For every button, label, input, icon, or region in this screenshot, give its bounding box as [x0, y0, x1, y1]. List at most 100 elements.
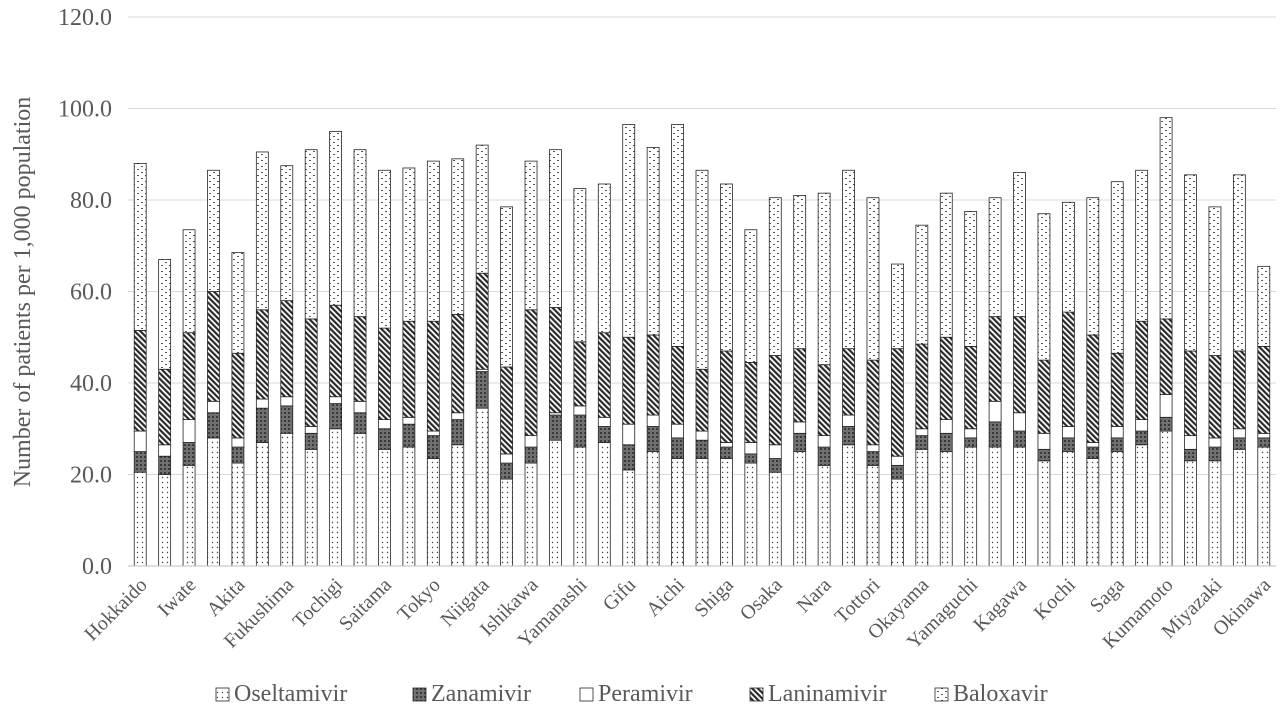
bar-segment-peramivir: [744, 442, 758, 455]
x-tick-label: Kagawa: [969, 574, 1031, 636]
bar-stack-miyazaki: [1208, 206, 1222, 567]
bar-stack-okinawa: [1257, 265, 1271, 567]
bar-segment-baloxavir: [207, 169, 220, 292]
bar-segment-peramivir: [158, 444, 172, 457]
bar-segment-peramivir: [353, 400, 367, 414]
bar-segment-laninamivir: [1159, 318, 1173, 395]
bar-segment-zanamivir: [1257, 437, 1271, 448]
bar-segment-oseltamivir: [597, 442, 611, 567]
bar-segment-zanamivir: [207, 412, 220, 439]
bar-segment-peramivir: [1257, 432, 1271, 439]
bar-segment-baloxavir: [1037, 213, 1051, 361]
legend-label-peramivir: Peramivir: [598, 681, 693, 707]
bar-stack-shimane: [891, 263, 904, 567]
bar-segment-baloxavir: [353, 149, 367, 318]
bar-segment-peramivir: [182, 419, 196, 443]
bar-segment-zanamivir: [720, 446, 733, 459]
bar-stack-hiroshima: [939, 192, 953, 567]
bar-segment-laninamivir: [426, 320, 440, 432]
bar-segment-peramivir: [1061, 426, 1075, 439]
bar-segment-peramivir: [231, 437, 245, 448]
bar-segment-oseltamivir: [1110, 451, 1124, 567]
x-tick-label: Iwate: [154, 574, 201, 621]
bar-segment-laninamivir: [549, 307, 562, 414]
bar-segment-peramivir: [720, 442, 733, 448]
bar-segment-baloxavir: [182, 229, 196, 334]
bar-segment-baloxavir: [671, 124, 684, 347]
bar-segment-baloxavir: [988, 197, 1002, 318]
bar-segment-oseltamivir: [402, 446, 416, 567]
bar-segment-baloxavir: [793, 195, 807, 350]
bar-segment-zanamivir: [1013, 430, 1026, 448]
bar-segment-zanamivir: [793, 432, 807, 453]
bar-segment-oseltamivir: [1061, 451, 1075, 567]
bar-segment-laninamivir: [524, 309, 538, 437]
y-tick-label: 0.0: [82, 554, 112, 580]
bar-segment-oseltamivir: [1135, 444, 1149, 567]
bar-segment-peramivir: [402, 416, 416, 425]
bar-stack-yamagata: [255, 151, 269, 567]
bar-segment-baloxavir: [329, 130, 343, 306]
bar-segment-laninamivir: [915, 343, 929, 430]
bar-segment-laninamivir: [597, 332, 611, 418]
bar-stack-tottori: [866, 197, 880, 567]
bar-stack-kanagawa: [451, 158, 465, 567]
bar-segment-peramivir: [695, 430, 709, 441]
bar-segment-baloxavir: [646, 146, 660, 336]
bar-segment-laninamivir: [744, 362, 758, 443]
x-tick-label: Saga: [1086, 574, 1129, 617]
bar-segment-oseltamivir: [1208, 460, 1222, 567]
bar-segment-zanamivir: [255, 407, 269, 443]
bar-segment-peramivir: [451, 412, 465, 420]
bar-stack-tokyo: [426, 160, 440, 567]
x-axis: Hokkaido Iwate AkitaFukushimaTochigiSaitam…: [80, 565, 1276, 653]
bar-segment-baloxavir: [939, 192, 953, 338]
bar-segment-laninamivir: [329, 304, 343, 398]
bar-segment-peramivir: [500, 453, 513, 464]
bar-segment-peramivir: [573, 405, 587, 416]
bar-stack-fukushima: [280, 165, 294, 567]
bar-stack-nagano: [597, 183, 611, 567]
bar-segment-oseltamivir: [1257, 446, 1271, 567]
bar-segment-baloxavir: [1257, 265, 1271, 347]
bar-segment-laninamivir: [768, 355, 782, 446]
bar-segment-peramivir: [891, 455, 904, 466]
bar-segment-oseltamivir: [891, 478, 904, 567]
legend-label-zanamivir: Zanamivir: [431, 681, 531, 707]
legend-swatch-baloxavir: [934, 687, 949, 702]
bar-segment-oseltamivir: [353, 432, 367, 567]
bar-segment-baloxavir: [158, 259, 172, 370]
bar-segment-baloxavir: [378, 169, 391, 329]
bar-segment-oseltamivir: [793, 451, 807, 567]
bar-segment-laninamivir: [255, 309, 269, 400]
bar-segment-baloxavir: [255, 151, 269, 311]
x-tick-label: Osaka: [736, 574, 787, 625]
bar-segment-laninamivir: [475, 272, 489, 370]
bar-segment-oseltamivir: [1086, 458, 1100, 567]
bar-stack-tochigi: [329, 130, 343, 567]
bar-stack-iwate: [182, 229, 196, 567]
bar-segment-zanamivir: [842, 426, 855, 446]
bar-segment-zanamivir: [1086, 446, 1100, 459]
bar-segment-laninamivir: [1037, 359, 1051, 434]
bar-segment-oseltamivir: [475, 407, 489, 567]
bar-segment-oseltamivir: [866, 464, 880, 567]
bar-stack-kumamoto: [1159, 117, 1173, 567]
bar-segment-oseltamivir: [255, 442, 269, 567]
bar-segment-zanamivir: [597, 426, 611, 443]
y-tick-label: 60.0: [70, 280, 112, 306]
bar-segment-zanamivir: [231, 446, 245, 464]
bar-segment-laninamivir: [842, 348, 855, 416]
bar-segment-oseltamivir: [231, 462, 245, 567]
bar-segment-laninamivir: [280, 300, 294, 398]
bar-stack-tokushima: [988, 197, 1002, 567]
x-tick-label: Nara: [793, 574, 836, 617]
bar-segment-laninamivir: [1208, 355, 1222, 439]
bar-segment-oseltamivir: [988, 446, 1002, 567]
bar-segment-peramivir: [793, 421, 807, 434]
bar-segment-zanamivir: [915, 435, 929, 450]
bar-segment-laninamivir: [1110, 352, 1124, 427]
bar-segment-oseltamivir: [378, 448, 391, 567]
bar-segment-baloxavir: [1208, 206, 1222, 356]
bar-segment-laninamivir: [207, 291, 220, 402]
